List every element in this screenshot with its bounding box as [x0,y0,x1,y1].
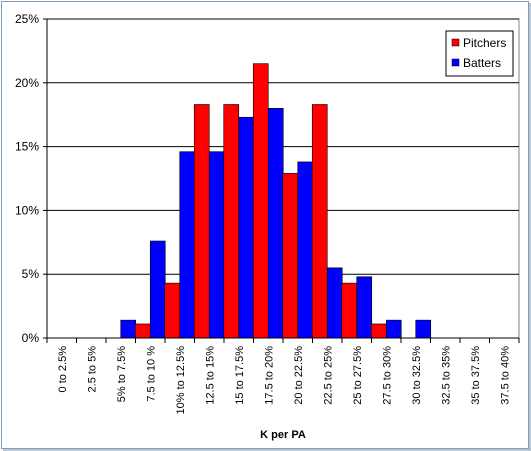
x-tick-label: 37.5 to 40% [499,346,511,405]
x-tick-label: 20 to 22.5% [293,346,305,405]
y-tick-label: 5% [22,267,40,281]
x-tick-label: 22.5 to 25% [322,346,334,405]
bar-batters-12 [415,319,432,339]
y-tick-label: 20% [15,76,39,90]
y-tick-label: 0% [22,331,40,345]
bars [120,63,432,339]
x-tick-label: 0 to 2.5% [57,346,69,393]
y-tick-label: 10% [15,203,39,217]
y-tick-label: 15% [15,140,39,154]
x-tick-label: 27.5 to 30% [381,346,393,405]
bar-batters-9 [326,267,343,339]
bar-batters-8 [297,161,314,339]
bar-pitchers-11 [370,323,387,339]
bar-batters-4 [179,151,196,339]
legend-label-pitchers: Pitchers [463,36,506,50]
bar-pitchers-9 [311,104,328,339]
bar-batters-5 [208,151,225,339]
x-tick-label: 5% to 7.5% [116,346,128,402]
x-tick-label: 32.5 to 35% [440,346,452,405]
x-tick-label: 10% to 12.5% [175,346,187,415]
x-tick-label: 25 to 27.5% [352,346,364,405]
legend-label-batters: Batters [463,56,501,70]
legend-swatch-batters [451,58,460,67]
axes [43,18,520,343]
bar-pitchers-10 [341,282,358,339]
bar-batters-6 [238,116,255,339]
x-tick-label: 15 to 17.5% [234,346,246,405]
x-tick-label: 7.5 to 10 % [145,346,157,402]
legend: Pitchers Batters [445,30,514,77]
x-tick-label: 17.5 to 20% [263,346,275,405]
x-tick-label: 12.5 to 15% [204,346,216,405]
bar-batters-10 [356,276,373,339]
x-axis-label: K per PA [260,429,306,441]
bar-batters-7 [267,108,284,339]
legend-box [445,30,514,77]
x-tick-label: 35 to 37.5% [470,346,482,405]
y-tick-labels: 0% 5% 10% 15% 20% 25% [15,12,39,345]
x-tick-labels: 0 to 2.5% 2.5 to 5% 5% to 7.5% 7.5 to 10 % 1… [57,346,512,415]
bar-pitchers-8 [282,173,299,339]
bar-pitchers-6 [223,104,240,339]
bar-batters-3 [149,240,166,339]
bar-pitchers-7 [252,63,269,339]
bar-batters-2 [120,319,137,339]
x-tick-label: 30 to 32.5% [411,346,423,405]
y-tick-label: 25% [15,12,39,26]
bar-pitchers-3 [134,323,151,339]
x-tick-label: 2.5 to 5% [86,346,98,393]
legend-swatch-pitchers [451,38,460,47]
bar-batters-11 [385,319,402,339]
bar-pitchers-4 [164,282,181,339]
bar-pitchers-5 [193,104,210,339]
